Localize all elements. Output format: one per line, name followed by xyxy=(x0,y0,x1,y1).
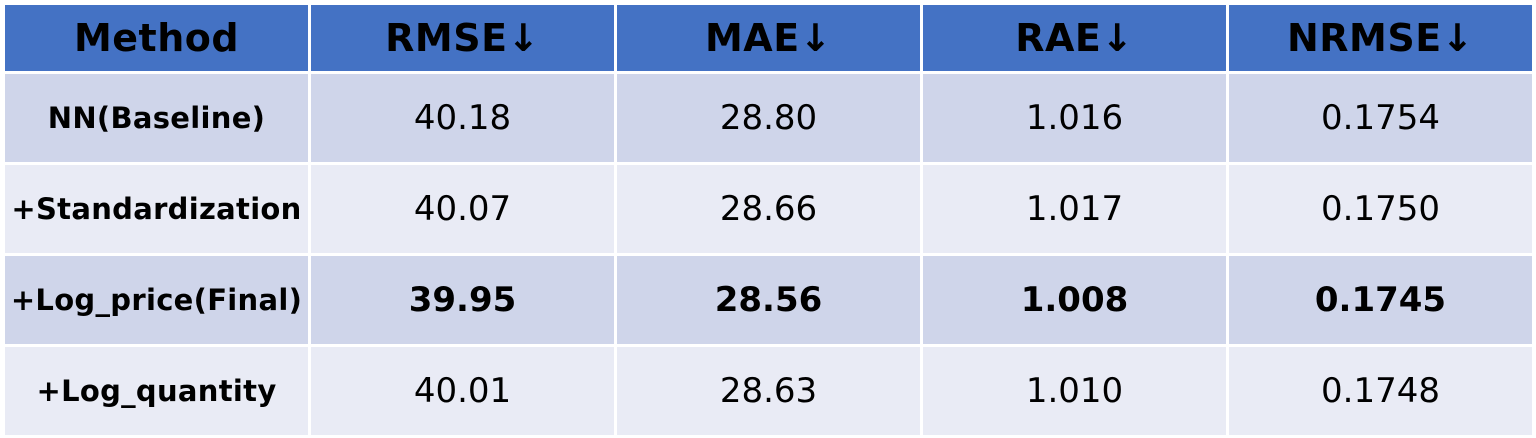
header-rmse: RMSE↓ xyxy=(308,2,617,74)
nrmse-cell: 0.1750 xyxy=(1226,162,1535,256)
table-row: +Log_quantity 40.01 28.63 1.010 0.1748 xyxy=(2,344,1535,438)
rae-cell: 1.016 xyxy=(920,71,1229,165)
header-rae: RAE↓ xyxy=(920,2,1229,74)
method-cell: +Standardization xyxy=(2,162,311,256)
header-method: Method xyxy=(2,2,311,74)
rae-cell: 1.017 xyxy=(920,162,1229,256)
table-row: +Standardization 40.07 28.66 1.017 0.175… xyxy=(2,162,1535,256)
header-row: Method RMSE↓ MAE↓ RAE↓ NRMSE↓ xyxy=(2,2,1535,74)
rmse-cell: 40.18 xyxy=(308,71,617,165)
nrmse-cell: 0.1745 xyxy=(1226,253,1535,347)
method-cell: +Log_price(Final) xyxy=(2,253,311,347)
rmse-cell: 40.01 xyxy=(308,344,617,438)
header-nrmse: NRMSE↓ xyxy=(1226,2,1535,74)
table-row-final: +Log_price(Final) 39.95 28.56 1.008 0.17… xyxy=(2,253,1535,347)
rae-cell: 1.010 xyxy=(920,344,1229,438)
rae-cell: 1.008 xyxy=(920,253,1229,347)
mae-cell: 28.66 xyxy=(614,162,923,256)
mae-cell: 28.56 xyxy=(614,253,923,347)
rmse-cell: 40.07 xyxy=(308,162,617,256)
nrmse-cell: 0.1754 xyxy=(1226,71,1535,165)
mae-cell: 28.80 xyxy=(614,71,923,165)
method-cell: NN(Baseline) xyxy=(2,71,311,165)
table-row: NN(Baseline) 40.18 28.80 1.016 0.1754 xyxy=(2,71,1535,165)
rmse-cell: 39.95 xyxy=(308,253,617,347)
nrmse-cell: 0.1748 xyxy=(1226,344,1535,438)
mae-cell: 28.63 xyxy=(614,344,923,438)
method-cell: +Log_quantity xyxy=(2,344,311,438)
header-mae: MAE↓ xyxy=(614,2,923,74)
